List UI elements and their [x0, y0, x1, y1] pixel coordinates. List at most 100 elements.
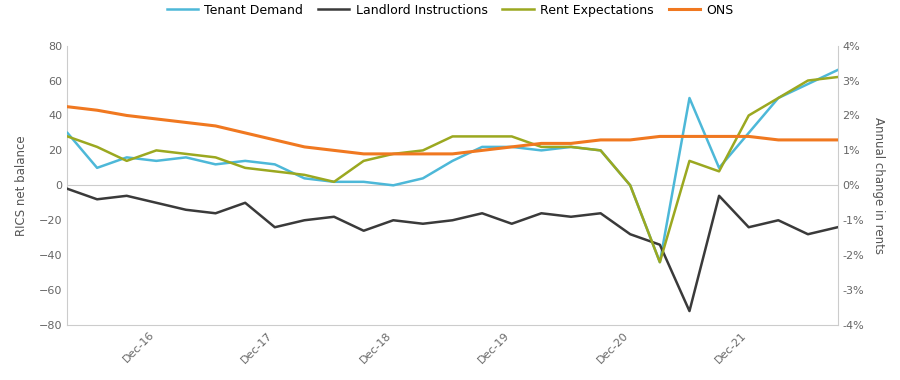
- Landlord Instructions: [151, 201, 162, 205]
- Line: Tenant Demand: Tenant Demand: [68, 70, 838, 262]
- Rent Expectations: [211, 155, 221, 160]
- ONS: [388, 152, 399, 156]
- Tenant Demand: [151, 158, 162, 163]
- Rent Expectations: [743, 113, 754, 118]
- Rent Expectations: [92, 145, 103, 149]
- Tenant Demand: [803, 82, 814, 86]
- Tenant Demand: [299, 176, 310, 180]
- Tenant Demand: [447, 158, 458, 163]
- ONS: [151, 117, 162, 121]
- Rent Expectations: [565, 145, 576, 149]
- Rent Expectations: [388, 152, 399, 156]
- Landlord Instructions: [625, 232, 635, 236]
- ONS: [595, 138, 606, 142]
- Line: ONS: ONS: [68, 107, 838, 154]
- Rent Expectations: [62, 134, 73, 139]
- ONS: [803, 138, 814, 142]
- Tenant Demand: [388, 183, 399, 188]
- ONS: [684, 134, 695, 139]
- Tenant Demand: [743, 131, 754, 135]
- Rent Expectations: [358, 158, 369, 163]
- Landlord Instructions: [773, 218, 784, 223]
- ONS: [625, 138, 635, 142]
- ONS: [181, 120, 192, 125]
- Landlord Instructions: [92, 197, 103, 201]
- ONS: [92, 108, 103, 112]
- Landlord Instructions: [181, 207, 192, 212]
- Tenant Demand: [239, 158, 250, 163]
- Tenant Demand: [328, 180, 339, 184]
- Tenant Demand: [773, 96, 784, 100]
- ONS: [507, 145, 517, 149]
- Line: Rent Expectations: Rent Expectations: [68, 77, 838, 262]
- Tenant Demand: [92, 166, 103, 170]
- Tenant Demand: [595, 148, 606, 153]
- ONS: [832, 138, 843, 142]
- Rent Expectations: [773, 96, 784, 100]
- Tenant Demand: [122, 155, 132, 160]
- Tenant Demand: [507, 145, 517, 149]
- Tenant Demand: [211, 162, 221, 167]
- ONS: [447, 152, 458, 156]
- Rent Expectations: [625, 183, 635, 188]
- Tenant Demand: [536, 148, 547, 153]
- Rent Expectations: [181, 152, 192, 156]
- Landlord Instructions: [832, 225, 843, 230]
- ONS: [122, 113, 132, 118]
- Tenant Demand: [358, 180, 369, 184]
- Rent Expectations: [239, 166, 250, 170]
- Landlord Instructions: [239, 201, 250, 205]
- Landlord Instructions: [595, 211, 606, 215]
- Landlord Instructions: [447, 218, 458, 223]
- Tenant Demand: [684, 96, 695, 100]
- Line: Landlord Instructions: Landlord Instructions: [68, 189, 838, 311]
- Landlord Instructions: [122, 193, 132, 198]
- Rent Expectations: [447, 134, 458, 139]
- Y-axis label: RICS net balance: RICS net balance: [15, 135, 28, 236]
- Landlord Instructions: [328, 214, 339, 219]
- Y-axis label: Annual change in rents: Annual change in rents: [872, 117, 885, 254]
- Rent Expectations: [536, 145, 547, 149]
- Landlord Instructions: [743, 225, 754, 230]
- ONS: [239, 131, 250, 135]
- Tenant Demand: [269, 162, 280, 167]
- ONS: [743, 134, 754, 139]
- Rent Expectations: [151, 148, 162, 153]
- ONS: [565, 141, 576, 146]
- Rent Expectations: [328, 180, 339, 184]
- Landlord Instructions: [565, 214, 576, 219]
- Rent Expectations: [299, 173, 310, 177]
- Landlord Instructions: [507, 222, 517, 226]
- Landlord Instructions: [477, 211, 488, 215]
- Tenant Demand: [477, 145, 488, 149]
- Rent Expectations: [803, 78, 814, 83]
- Landlord Instructions: [418, 222, 428, 226]
- Landlord Instructions: [211, 211, 221, 215]
- Rent Expectations: [684, 158, 695, 163]
- Landlord Instructions: [299, 218, 310, 223]
- ONS: [418, 152, 428, 156]
- Legend: Tenant Demand, Landlord Instructions, Rent Expectations, ONS: Tenant Demand, Landlord Instructions, Re…: [162, 0, 738, 22]
- Rent Expectations: [832, 75, 843, 79]
- Tenant Demand: [625, 183, 635, 188]
- Landlord Instructions: [654, 242, 665, 247]
- ONS: [328, 148, 339, 153]
- Rent Expectations: [654, 260, 665, 264]
- Landlord Instructions: [803, 232, 814, 236]
- ONS: [773, 138, 784, 142]
- Tenant Demand: [565, 145, 576, 149]
- Tenant Demand: [654, 260, 665, 264]
- ONS: [477, 148, 488, 153]
- ONS: [654, 134, 665, 139]
- Rent Expectations: [418, 148, 428, 153]
- ONS: [269, 138, 280, 142]
- Rent Expectations: [507, 134, 517, 139]
- ONS: [536, 141, 547, 146]
- Landlord Instructions: [62, 187, 73, 191]
- ONS: [358, 152, 369, 156]
- ONS: [62, 105, 73, 109]
- Landlord Instructions: [714, 193, 724, 198]
- Rent Expectations: [269, 169, 280, 174]
- Landlord Instructions: [358, 228, 369, 233]
- Rent Expectations: [595, 148, 606, 153]
